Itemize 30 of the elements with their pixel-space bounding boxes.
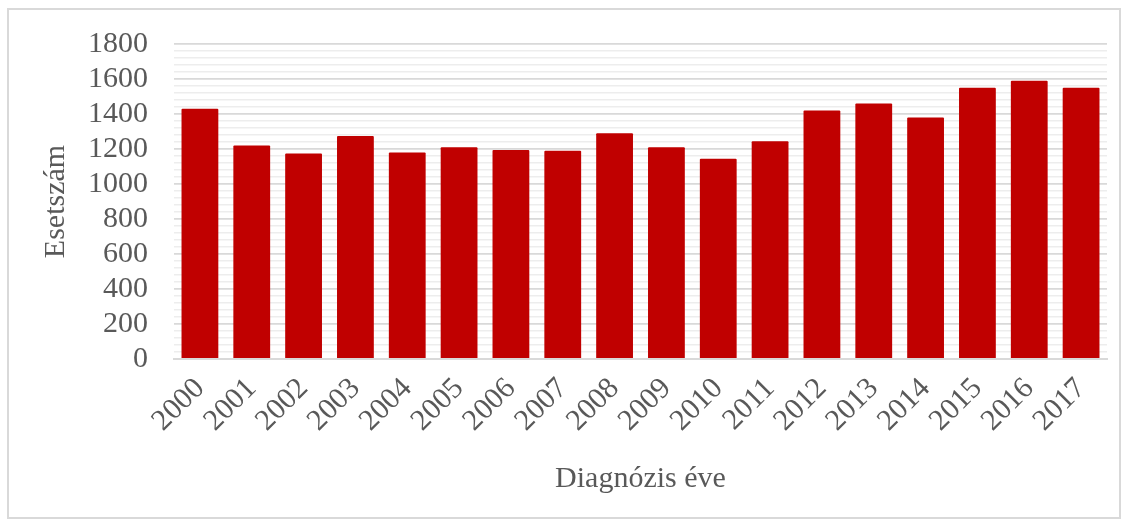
bar bbox=[440, 147, 478, 359]
bar bbox=[1062, 87, 1100, 359]
bar bbox=[337, 135, 374, 359]
bar bbox=[1010, 80, 1048, 359]
y-tick-label: 600 bbox=[103, 234, 148, 268]
bar bbox=[181, 108, 219, 359]
y-tick-label: 1800 bbox=[88, 24, 148, 58]
bar bbox=[959, 87, 996, 359]
y-tick-label: 1400 bbox=[88, 94, 148, 128]
x-axis-title: Diagnózis éve bbox=[555, 459, 726, 493]
bar bbox=[233, 145, 271, 359]
y-tick-label: 800 bbox=[103, 199, 148, 233]
y-axis-title: Esetszám bbox=[36, 144, 70, 259]
y-tick-label: 400 bbox=[103, 269, 148, 303]
bar bbox=[492, 149, 530, 359]
bar bbox=[388, 152, 426, 359]
bar bbox=[699, 158, 737, 359]
bar bbox=[544, 150, 582, 359]
bar bbox=[596, 133, 633, 359]
y-tick-label: 1600 bbox=[88, 59, 148, 93]
bar bbox=[751, 141, 789, 359]
bar bbox=[907, 117, 944, 359]
y-tick-label: 0 bbox=[133, 339, 148, 373]
bar bbox=[855, 103, 893, 359]
bar bbox=[648, 147, 685, 359]
bar bbox=[285, 153, 322, 359]
y-tick-label: 1200 bbox=[88, 129, 148, 163]
y-tick-label: 1000 bbox=[88, 164, 148, 198]
y-tick-label: 200 bbox=[103, 304, 148, 338]
bar bbox=[803, 110, 841, 359]
